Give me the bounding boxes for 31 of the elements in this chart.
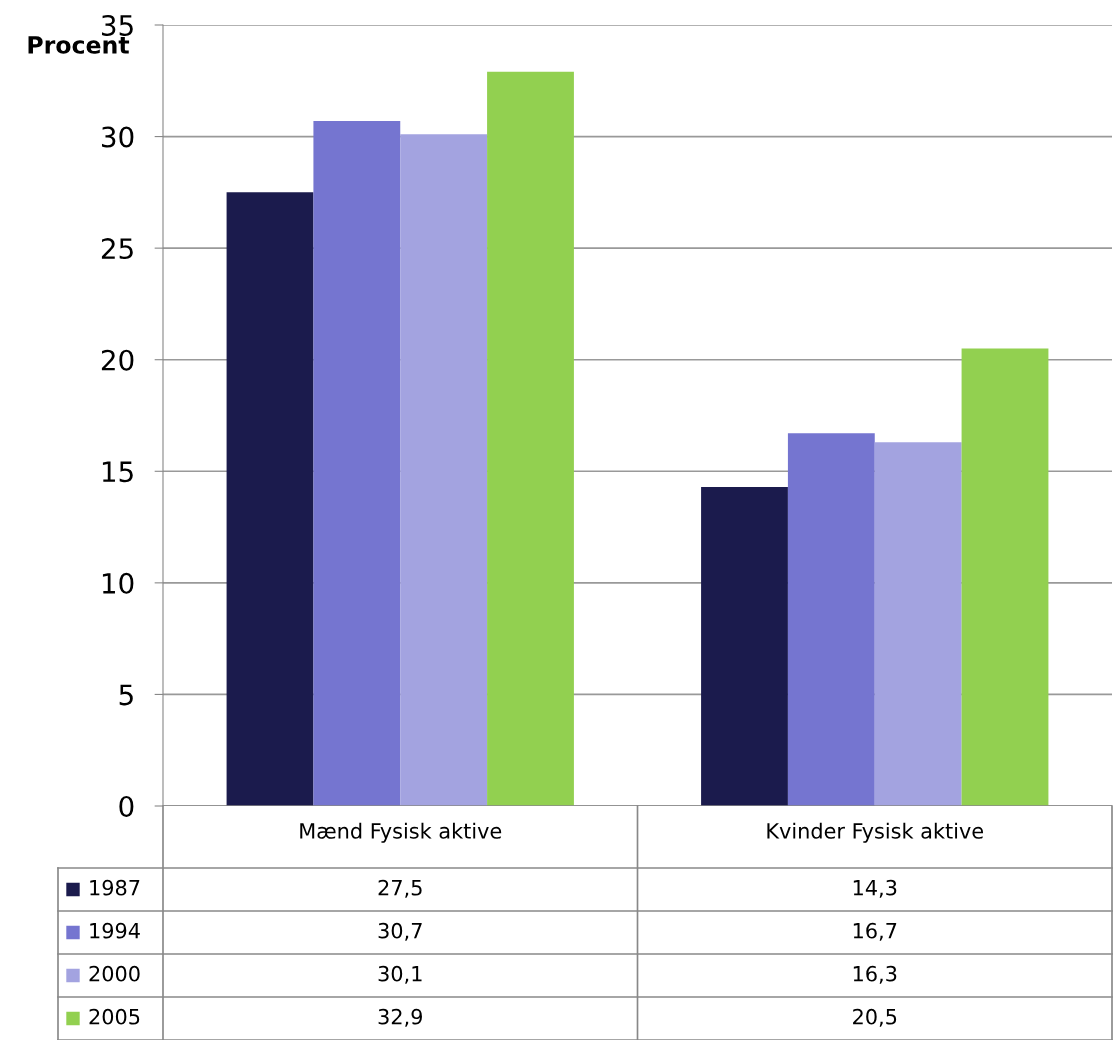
y-tick-label: 35 xyxy=(101,14,133,36)
x-tick-label: Mænd Fysisk aktive xyxy=(300,822,502,843)
legend-label: 1987 xyxy=(90,879,140,896)
data-label: 20,5 xyxy=(853,1008,897,1027)
bar xyxy=(226,192,314,806)
data-label: 30,1 xyxy=(378,965,422,984)
x-tick-label: Kvinder Fysisk aktive xyxy=(767,822,984,843)
data-label: 14,3 xyxy=(853,879,897,898)
bar xyxy=(487,71,574,806)
bar xyxy=(313,120,401,806)
legend-label: 2005 xyxy=(89,1008,140,1025)
bar xyxy=(701,486,788,806)
y-tick-label: 0 xyxy=(119,795,134,817)
bar xyxy=(961,348,1049,806)
y-tick-label: 5 xyxy=(119,684,133,706)
y-axis-title: Procent xyxy=(28,36,130,54)
y-tick-label: 15 xyxy=(102,461,133,483)
y-tick-label: 25 xyxy=(101,238,133,260)
data-label: 27,5 xyxy=(378,879,422,898)
bar xyxy=(874,442,962,806)
bar xyxy=(787,433,875,806)
y-tick-label: 20 xyxy=(101,349,134,371)
y-tick-label: 10 xyxy=(102,572,134,594)
y-tick-label: 30 xyxy=(101,126,134,148)
bar xyxy=(400,134,488,806)
data-label: 16,7 xyxy=(853,922,897,941)
data-label: 32,9 xyxy=(378,1008,422,1027)
data-label: 16,3 xyxy=(853,965,897,984)
data-label: 30,7 xyxy=(378,922,422,941)
legend-label: 1994 xyxy=(90,922,140,939)
legend-label: 2000 xyxy=(89,965,140,982)
